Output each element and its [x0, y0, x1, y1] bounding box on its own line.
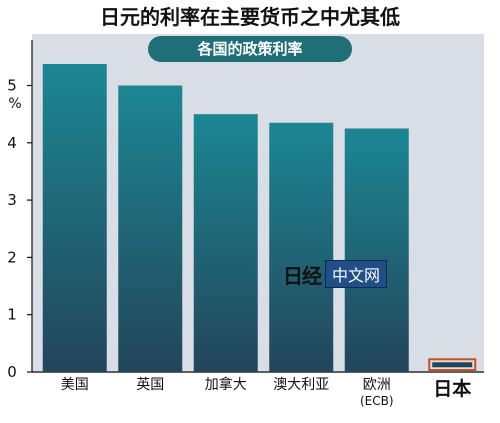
- x-category-label: 英国: [136, 376, 164, 393]
- x-category-label: 欧洲: [363, 377, 391, 393]
- y-tick-label: 5: [7, 77, 17, 95]
- y-tick-label: 3: [7, 191, 17, 209]
- chart-subtitle: 各国的政策利率: [148, 36, 352, 62]
- watermark-logo: 日经: [283, 263, 322, 288]
- bar: [118, 85, 183, 372]
- x-category-label: 加拿大: [205, 376, 247, 393]
- bar: [42, 64, 107, 372]
- x-category-label: 澳大利亚: [273, 377, 329, 393]
- chart-title: 日元的利率在主要货币之中尤其低: [100, 5, 400, 29]
- watermark: 日经 中文网: [283, 260, 388, 288]
- x-category-sublabel: (ECB): [360, 394, 394, 408]
- bar: [432, 362, 473, 368]
- watermark-site-label: 中文网: [325, 260, 388, 288]
- x-category-label: 日本: [433, 377, 471, 400]
- bar: [193, 114, 258, 373]
- y-tick-label: 2: [7, 248, 17, 266]
- bar: [269, 122, 334, 373]
- y-tick-label: 1: [7, 306, 17, 324]
- highlight-bar-outline: [428, 358, 477, 371]
- x-category-label: 美国: [61, 377, 89, 393]
- y-tick-label: 4: [7, 134, 17, 152]
- bar: [344, 128, 409, 372]
- y-tick-label: 0: [7, 363, 17, 381]
- y-axis-unit: %: [8, 96, 21, 112]
